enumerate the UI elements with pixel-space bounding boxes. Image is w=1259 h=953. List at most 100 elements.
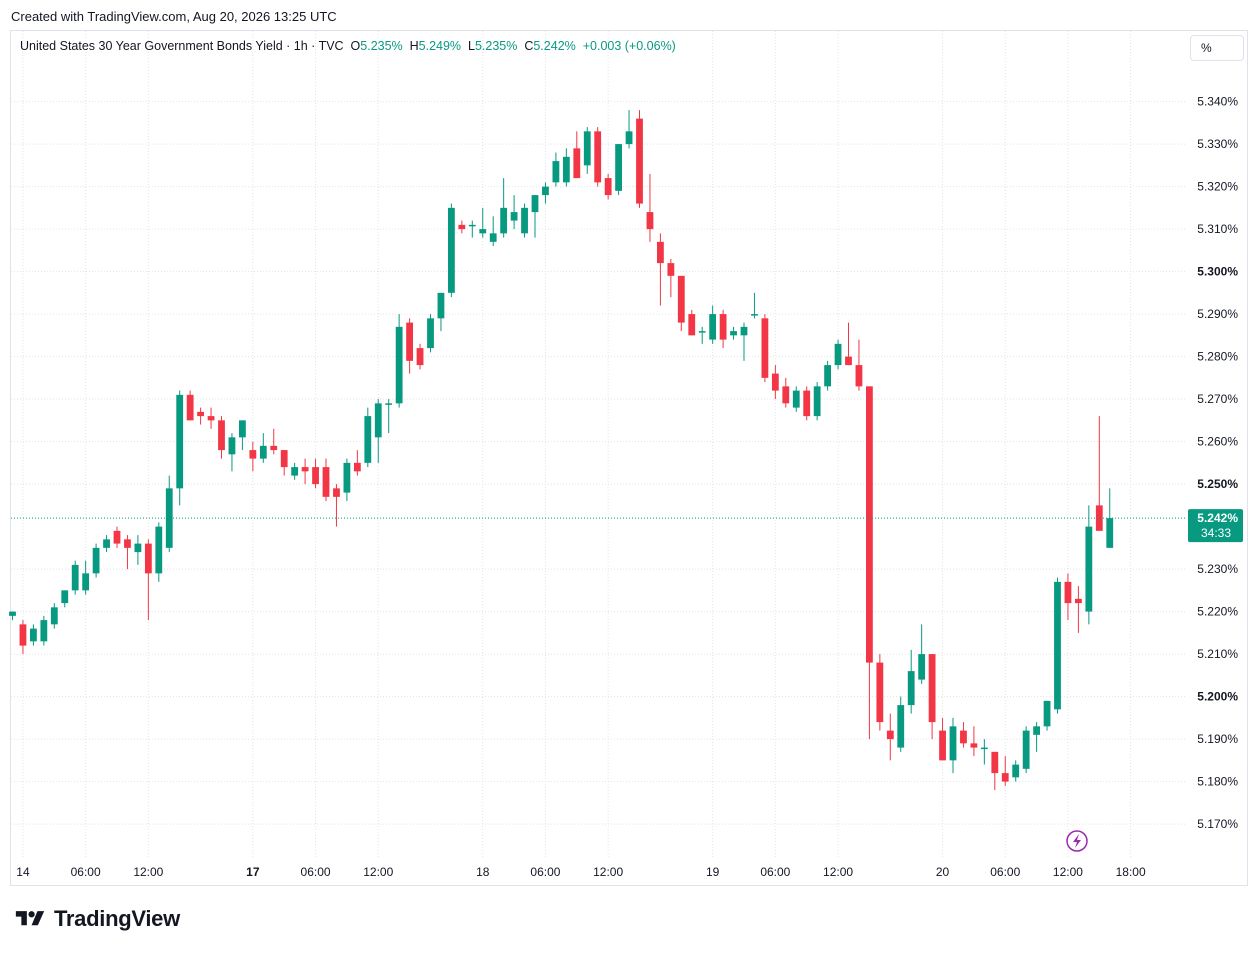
candle[interactable]	[437, 292, 445, 332]
candle[interactable]	[239, 420, 246, 451]
candle[interactable]	[343, 458, 351, 502]
candle[interactable]	[197, 407, 204, 425]
candle[interactable]	[165, 475, 173, 553]
candle[interactable]	[980, 739, 988, 765]
candle[interactable]	[30, 624, 37, 646]
candle[interactable]	[1022, 726, 1030, 774]
candle[interactable]	[395, 314, 403, 408]
candle[interactable]	[9, 611, 16, 621]
candle[interactable]	[907, 649, 915, 714]
candle[interactable]	[583, 127, 591, 174]
candle[interactable]	[374, 399, 382, 463]
percent-scale-button[interactable]: %	[1190, 35, 1244, 61]
candle[interactable]	[688, 309, 696, 336]
candle[interactable]	[1064, 573, 1072, 621]
candle[interactable]	[928, 654, 936, 740]
candle[interactable]	[636, 110, 643, 208]
candle[interactable]	[918, 624, 926, 684]
candle[interactable]	[124, 535, 131, 570]
candle[interactable]	[876, 654, 884, 731]
candle[interactable]	[719, 309, 727, 349]
candle[interactable]	[552, 152, 560, 187]
candle[interactable]	[71, 560, 79, 595]
candle[interactable]	[479, 207, 487, 238]
candle[interactable]	[103, 535, 110, 553]
candle[interactable]	[228, 433, 236, 472]
candle[interactable]	[949, 717, 957, 774]
candle[interactable]	[615, 144, 622, 196]
candle[interactable]	[1001, 756, 1009, 786]
candle[interactable]	[134, 535, 142, 565]
candle[interactable]	[646, 173, 654, 242]
candle[interactable]	[991, 751, 999, 791]
candle[interactable]	[218, 416, 225, 459]
candle[interactable]	[406, 318, 413, 374]
candle[interactable]	[510, 195, 518, 230]
candle[interactable]	[144, 539, 152, 621]
candle[interactable]	[740, 322, 748, 361]
candle[interactable]	[782, 377, 790, 408]
candle[interactable]	[813, 382, 821, 421]
candle[interactable]	[897, 696, 905, 752]
candle[interactable]	[751, 292, 758, 319]
candle[interactable]	[855, 339, 863, 391]
candle[interactable]	[824, 360, 831, 391]
candle[interactable]	[280, 450, 288, 476]
candle[interactable]	[1085, 505, 1093, 625]
candle[interactable]	[301, 458, 309, 485]
candle[interactable]	[886, 713, 894, 761]
candle[interactable]	[61, 590, 69, 608]
candle[interactable]	[489, 216, 497, 247]
candle[interactable]	[312, 458, 319, 489]
candle[interactable]	[416, 343, 424, 370]
candle[interactable]	[333, 484, 340, 527]
candle[interactable]	[761, 314, 769, 383]
candle[interactable]	[1033, 722, 1040, 752]
candle[interactable]	[730, 326, 737, 340]
candle[interactable]	[385, 399, 393, 434]
candle[interactable]	[322, 458, 330, 502]
lightning-event-icon[interactable]	[1066, 830, 1088, 852]
candle[interactable]	[709, 305, 717, 344]
candle[interactable]	[427, 314, 434, 353]
candle[interactable]	[19, 620, 27, 655]
candle[interactable]	[92, 543, 100, 578]
candle[interactable]	[249, 441, 257, 472]
tradingview-logo[interactable]: TradingView	[12, 906, 180, 932]
candle[interactable]	[1075, 586, 1082, 633]
candle[interactable]	[531, 195, 539, 238]
candle[interactable]	[353, 450, 361, 476]
candle[interactable]	[970, 726, 978, 757]
candle[interactable]	[186, 390, 194, 421]
candle[interactable]	[448, 203, 455, 298]
candle[interactable]	[155, 522, 163, 582]
candle[interactable]	[291, 462, 299, 480]
candle[interactable]	[1095, 416, 1103, 531]
candle[interactable]	[542, 182, 549, 204]
candle[interactable]	[771, 365, 779, 400]
candle[interactable]	[803, 386, 811, 421]
candle[interactable]	[604, 173, 612, 200]
candle[interactable]	[521, 203, 528, 238]
candle[interactable]	[677, 275, 685, 332]
candle[interactable]	[500, 178, 508, 238]
candle[interactable]	[82, 560, 90, 595]
candle[interactable]	[657, 233, 664, 306]
candle[interactable]	[562, 148, 570, 187]
candle[interactable]	[40, 615, 48, 646]
candle[interactable]	[1054, 577, 1061, 714]
candle[interactable]	[468, 220, 476, 238]
candle[interactable]	[113, 526, 121, 548]
candle[interactable]	[259, 433, 267, 463]
candle[interactable]	[845, 322, 852, 366]
candle[interactable]	[207, 407, 215, 429]
candle[interactable]	[960, 722, 967, 748]
candle[interactable]	[625, 110, 633, 149]
candle[interactable]	[834, 339, 842, 370]
candle[interactable]	[939, 717, 946, 761]
candle[interactable]	[270, 428, 278, 455]
candle[interactable]	[573, 131, 581, 179]
candle[interactable]	[1012, 760, 1020, 782]
candle[interactable]	[176, 390, 184, 506]
